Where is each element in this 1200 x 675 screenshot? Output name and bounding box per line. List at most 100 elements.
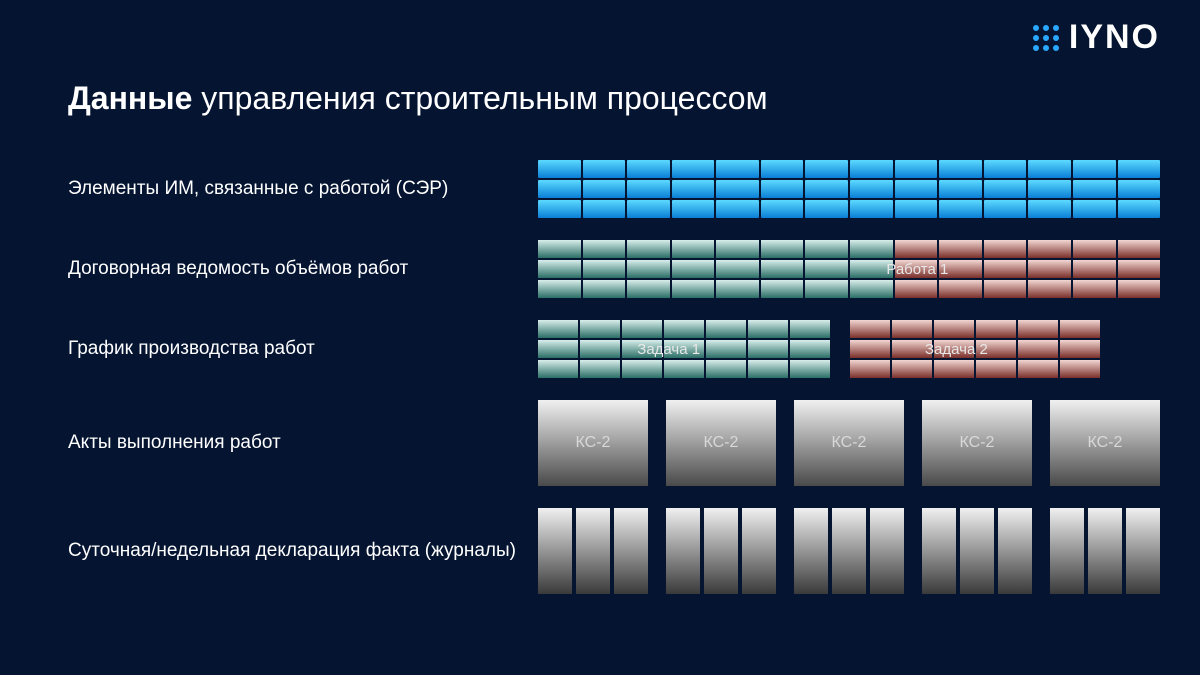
contract-cell (672, 280, 715, 298)
schedule-cell (706, 340, 746, 358)
row-elements-label: Элементы ИМ, связанные с работой (СЭР) (68, 178, 538, 200)
element-cell (1073, 200, 1116, 218)
journal-column (538, 508, 572, 594)
contract-cell (761, 240, 804, 258)
element-cell (895, 160, 938, 178)
journal-column (704, 508, 738, 594)
title-bold: Данные (68, 80, 192, 116)
schedule-cell (934, 340, 974, 358)
contract-cell (583, 280, 626, 298)
element-cell (850, 180, 893, 198)
element-cell (1118, 200, 1161, 218)
schedule-cell (790, 340, 830, 358)
row-journals-label: Суточная/недельная декларация факта (жур… (68, 540, 538, 562)
contract-cell (672, 240, 715, 258)
element-cell (716, 180, 759, 198)
journal-group (922, 508, 1032, 594)
element-cell (1073, 180, 1116, 198)
element-cell (672, 180, 715, 198)
contract-cell (984, 240, 1027, 258)
contract-cell (583, 240, 626, 258)
schedule-block: Задача 1 (538, 320, 830, 378)
journal-column (576, 508, 610, 594)
row-schedule-viz: Задача 1 Задача 2 (538, 320, 1160, 378)
contract-cell (538, 280, 581, 298)
element-cell (627, 160, 670, 178)
element-cell (583, 160, 626, 178)
contract-cell (850, 240, 893, 258)
schedule-cell (892, 340, 932, 358)
element-cell (850, 160, 893, 178)
contract-cell (850, 280, 893, 298)
schedule-cell (790, 360, 830, 378)
schedule-cell (976, 360, 1016, 378)
contract-cell (939, 280, 982, 298)
row-journals-viz (538, 508, 1160, 594)
schedule-block: Задача 2 (850, 320, 1100, 378)
schedule-cell (850, 360, 890, 378)
contract-cell (1028, 280, 1071, 298)
schedule-cell (1060, 360, 1100, 378)
element-cell (805, 160, 848, 178)
journal-column (922, 508, 956, 594)
journal-column (1126, 508, 1160, 594)
schedule-cell (850, 340, 890, 358)
element-cell (761, 200, 804, 218)
element-cell (716, 160, 759, 178)
schedule-cell (976, 340, 1016, 358)
contract-cell (538, 240, 581, 258)
element-cell (1118, 180, 1161, 198)
element-cell (984, 180, 1027, 198)
slide-title: Данные управления строительным процессом (68, 80, 768, 117)
element-cell (716, 200, 759, 218)
contract-cell (1073, 260, 1116, 278)
row-acts-label: Акты выполнения работ (68, 432, 538, 454)
schedule-cell (622, 340, 662, 358)
schedule-cell (706, 360, 746, 378)
schedule-cell (1018, 320, 1058, 338)
journal-column (742, 508, 776, 594)
schedule-cell (622, 360, 662, 378)
act-card: КС-2 (922, 400, 1032, 486)
contract-cell (895, 240, 938, 258)
contract-cell (1118, 280, 1161, 298)
contract-cell (1073, 280, 1116, 298)
contract-cell (538, 260, 581, 278)
journal-column (832, 508, 866, 594)
contract-cell (805, 260, 848, 278)
element-cell (538, 180, 581, 198)
schedule-cell (664, 340, 704, 358)
journal-column (794, 508, 828, 594)
schedule-cell (706, 320, 746, 338)
contract-cell (850, 260, 893, 278)
journal-column (666, 508, 700, 594)
schedule-cell (1018, 340, 1058, 358)
element-cell (895, 180, 938, 198)
contract-cell (984, 260, 1027, 278)
act-card: КС-2 (666, 400, 776, 486)
logo-dots-icon (1033, 25, 1059, 51)
title-rest: управления строительным процессом (192, 80, 767, 116)
row-acts-viz: КС-2КС-2КС-2КС-2КС-2 (538, 400, 1160, 486)
schedule-cell (664, 320, 704, 338)
element-cell (984, 200, 1027, 218)
contract-cell (627, 280, 670, 298)
schedule-cell (892, 360, 932, 378)
element-cell (939, 180, 982, 198)
content: Элементы ИМ, связанные с работой (СЭР) Д… (68, 160, 1160, 645)
schedule-cell (580, 320, 620, 338)
schedule-cell (538, 340, 578, 358)
journal-group (1050, 508, 1160, 594)
contract-cell (761, 260, 804, 278)
journal-column (614, 508, 648, 594)
contract-cell (1073, 240, 1116, 258)
contract-cell (895, 280, 938, 298)
row-acts: Акты выполнения работ КС-2КС-2КС-2КС-2КС… (68, 400, 1160, 486)
contract-cell (1118, 260, 1161, 278)
schedule-cell (580, 360, 620, 378)
row-elements: Элементы ИМ, связанные с работой (СЭР) (68, 160, 1160, 218)
element-cell (984, 160, 1027, 178)
element-cell (1028, 200, 1071, 218)
schedule-cell (538, 360, 578, 378)
schedule-cell (1060, 320, 1100, 338)
